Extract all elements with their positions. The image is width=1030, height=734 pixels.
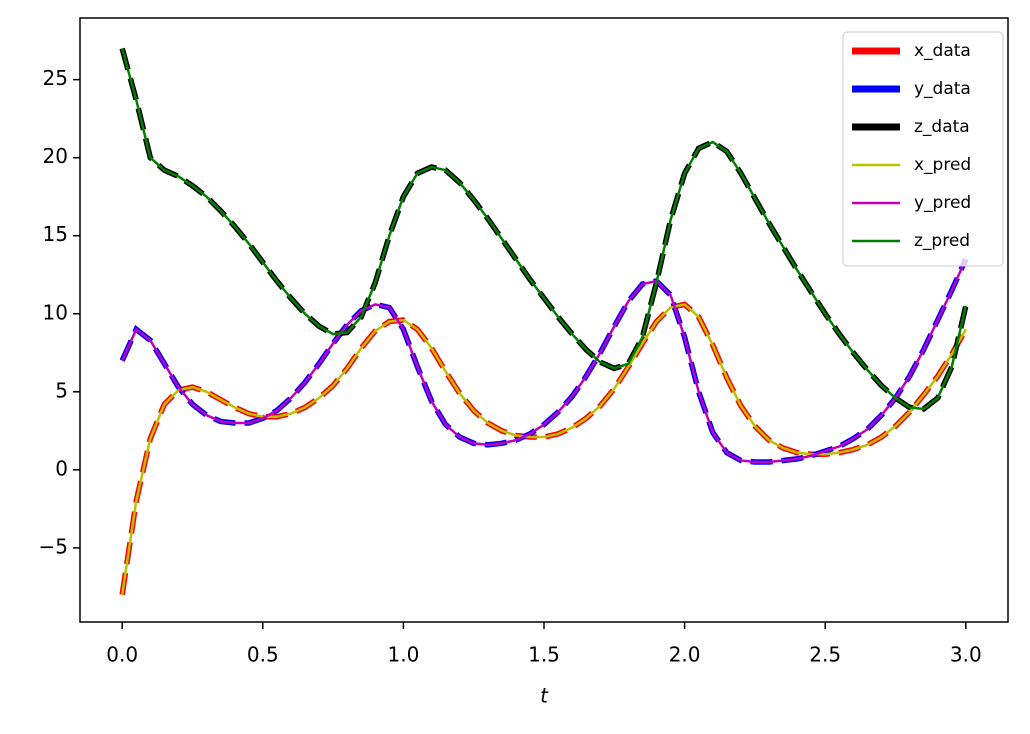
y-tick-label: 0: [55, 456, 68, 480]
x-tick-label: 1.5: [528, 643, 560, 667]
legend-label: z_data: [914, 117, 970, 137]
plot-frame: [79, 17, 1009, 623]
series-line: [119, 47, 969, 412]
series-line: [119, 301, 969, 596]
series-line: [120, 303, 967, 595]
x-tick-label: 3.0: [950, 643, 982, 667]
legend-label: x_data: [914, 41, 971, 61]
series-line: [120, 48, 968, 411]
x-tick-label: 0.0: [106, 643, 138, 667]
x-axis-label: t: [540, 684, 549, 708]
y-tick-label: −5: [39, 534, 68, 558]
y-tick-label: 20: [43, 144, 68, 168]
y-tick-label: 15: [43, 222, 68, 246]
legend-label: y_data: [914, 79, 971, 99]
y-tick-label: 10: [43, 300, 68, 324]
x-tick-label: 2.0: [669, 643, 701, 667]
x-tick-label: 2.5: [809, 643, 841, 667]
legend-label: y_pred: [914, 193, 971, 213]
legend-label: z_pred: [914, 231, 970, 251]
series-line: [121, 258, 967, 464]
y-tick-label: 5: [55, 378, 68, 402]
y-tick-label: 25: [43, 66, 68, 90]
x-tick-label: 0.5: [247, 643, 279, 667]
legend-label: x_pred: [914, 155, 971, 175]
series-line: [119, 258, 969, 465]
x-tick-label: 1.0: [387, 643, 419, 667]
